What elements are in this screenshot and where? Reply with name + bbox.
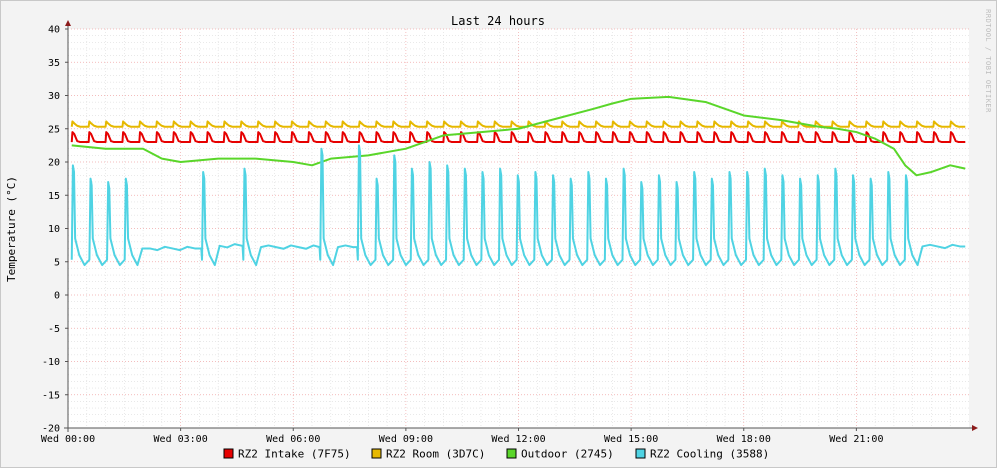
y-tick-label: 40 (48, 25, 60, 36)
legend-label: Outdoor (2745) (521, 448, 614, 461)
x-tick-label: Wed 03:00 (154, 434, 208, 445)
x-tick-label: Wed 12:00 (491, 434, 545, 445)
series-line-3 (71, 95, 966, 177)
chart-title: Last 24 hours (451, 14, 545, 28)
x-tick-label: Wed 15:00 (604, 434, 658, 445)
y-axis-label: Temperature (°C) (5, 176, 18, 282)
y-tick-label: 30 (48, 91, 60, 102)
legend-swatch (506, 448, 517, 459)
x-tick-label: Wed 00:00 (41, 434, 95, 445)
x-tick-labels: Wed 00:00 Wed 03:00 Wed 06:00 Wed 09:00 Wed … (41, 434, 884, 445)
x-tick-label: Wed 18:00 (717, 434, 771, 445)
x-tick-label: Wed 09:00 (379, 434, 433, 445)
y-tick-label: 35 (48, 58, 60, 69)
legend-label: RZ2 Room (3D7C) (386, 448, 485, 461)
series-line-4 (70, 144, 966, 267)
x-tick-label: Wed 06:00 (266, 434, 320, 445)
legend-swatch (223, 448, 234, 459)
legend-swatch (635, 448, 646, 459)
y-tick-labels: 40 35 30 25 20 15 10 5 0 -5 -10 -15 -20 (42, 25, 60, 435)
y-tick-label: 10 (48, 224, 60, 235)
y-tick-label: -5 (48, 324, 60, 335)
y-tick-label: -10 (42, 357, 60, 368)
x-axis-arrow (972, 425, 978, 431)
legend: RZ2 Intake (7F75) RZ2 Room (3D7C) Outdoor … (223, 448, 769, 461)
y-tick-label: 0 (54, 291, 60, 302)
series-line-2 (70, 120, 966, 128)
legend-label: RZ2 Cooling (3588) (650, 448, 769, 461)
x-tick-label: Wed 21:00 (829, 434, 883, 445)
series-line-1 (70, 131, 966, 144)
y-tick-label: 20 (48, 158, 60, 169)
rrdtool-watermark: RRDTOOL / TOBI OETIKER (984, 9, 992, 113)
legend-swatch (371, 448, 382, 459)
y-tick-label: -15 (42, 390, 60, 401)
series-layer (70, 95, 966, 267)
legend-label: RZ2 Intake (7F75) (238, 448, 351, 461)
y-tick-label: 15 (48, 191, 60, 202)
y-tick-label: -20 (42, 424, 60, 435)
y-tick-label: 25 (48, 124, 60, 135)
axes (64, 20, 978, 432)
y-tick-label: 5 (54, 257, 60, 268)
y-axis-arrow (65, 20, 71, 26)
